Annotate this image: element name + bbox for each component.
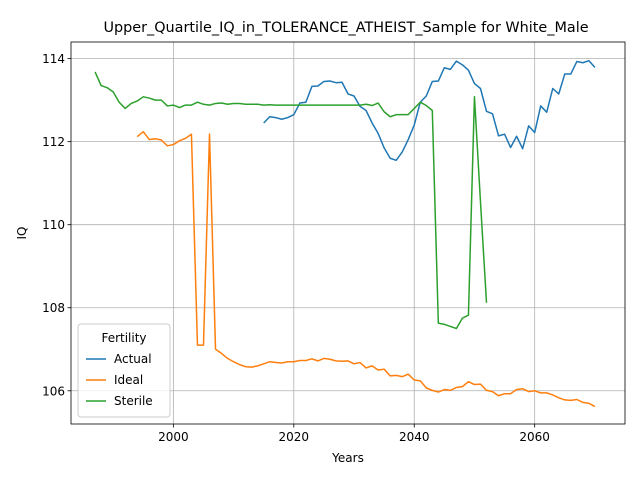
y-axis-label: IQ [15, 227, 29, 240]
x-axis-label: Years [331, 451, 364, 465]
legend: Fertility Actual Ideal Sterile [78, 324, 170, 417]
legend-label-actual: Actual [114, 352, 152, 366]
legend-label-sterile: Sterile [114, 394, 153, 408]
y-tick-label: 106 [42, 384, 65, 398]
x-tick-label: 2020 [279, 430, 310, 444]
x-tick-label: 2060 [519, 430, 550, 444]
x-tick-label: 2040 [399, 430, 430, 444]
y-tick-label: 112 [42, 135, 65, 149]
y-tick-label: 108 [42, 301, 65, 315]
legend-title: Fertility [101, 331, 146, 345]
y-tick-label: 110 [42, 218, 65, 232]
x-tick-label: 2000 [158, 430, 189, 444]
chart-title: Upper_Quartile_IQ_in_TOLERANCE_ATHEIST_S… [103, 20, 588, 36]
legend-label-ideal: Ideal [114, 373, 143, 387]
y-tick-label: 114 [42, 52, 65, 66]
